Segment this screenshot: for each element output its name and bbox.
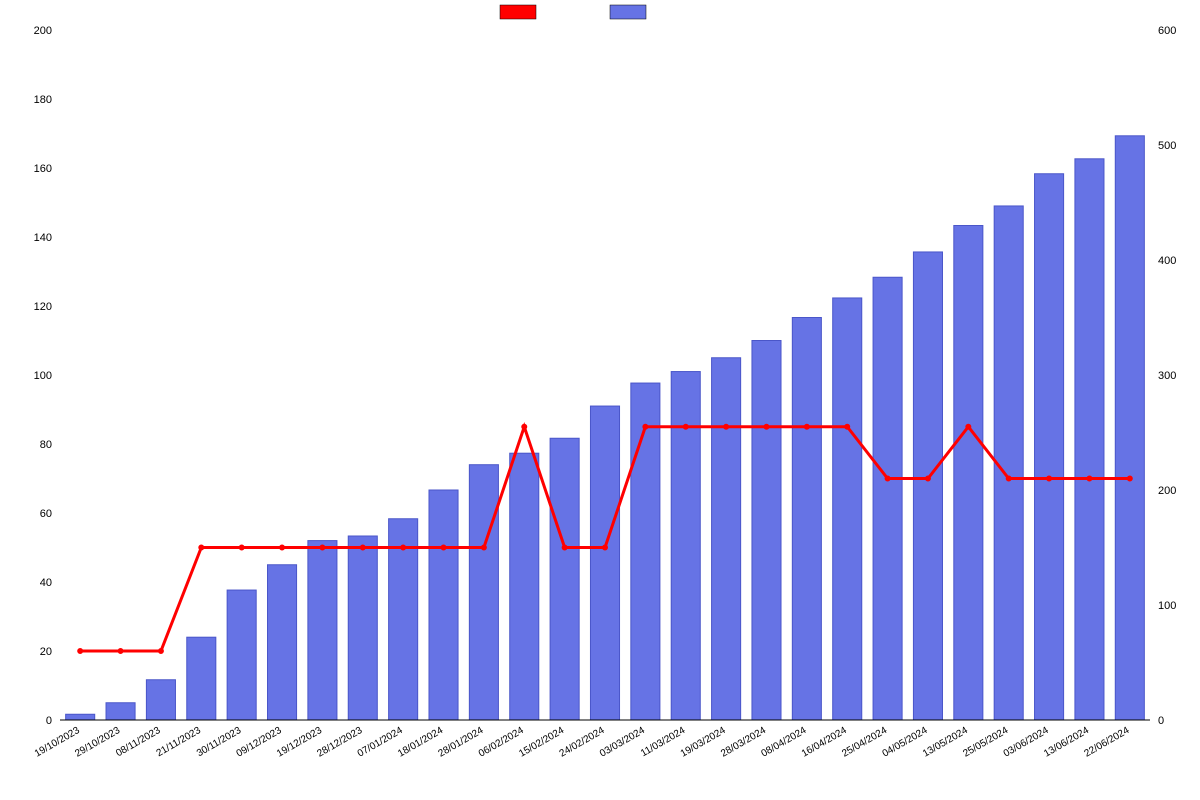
line-marker [764, 424, 769, 429]
left-tick-label: 180 [34, 94, 52, 106]
bar [590, 406, 619, 720]
line-marker [1047, 476, 1052, 481]
bar [913, 252, 942, 720]
line-marker [925, 476, 930, 481]
x-tick-label: 03/03/2024 [598, 725, 647, 760]
line-marker [845, 424, 850, 429]
bar [712, 358, 741, 720]
bar [631, 383, 660, 720]
line-marker [360, 545, 365, 550]
line-marker [239, 545, 244, 550]
right-tick-label: 200 [1158, 485, 1176, 497]
line-marker [158, 649, 163, 654]
bar [146, 680, 175, 720]
line-marker [804, 424, 809, 429]
bar [187, 637, 216, 720]
left-tick-label: 40 [40, 577, 52, 589]
line-marker [885, 476, 890, 481]
bar [873, 277, 902, 720]
left-tick-label: 0 [46, 715, 52, 727]
line-marker [441, 545, 446, 550]
bar [227, 590, 256, 720]
right-tick-label: 100 [1158, 600, 1176, 612]
line-marker [603, 545, 608, 550]
line-marker [280, 545, 285, 550]
legend-swatch [610, 5, 646, 19]
bar [752, 341, 781, 721]
line-marker [401, 545, 406, 550]
right-tick-label: 600 [1158, 25, 1176, 37]
line-marker [118, 649, 123, 654]
left-tick-label: 120 [34, 301, 52, 313]
line-marker [1006, 476, 1011, 481]
line-marker [1127, 476, 1132, 481]
left-axis: 0 20 40 60 80 100 120 140 160 180 200 [34, 25, 52, 727]
line-marker [643, 424, 648, 429]
bar [348, 536, 377, 720]
bar [66, 714, 95, 720]
bar [550, 438, 579, 720]
bar [954, 226, 983, 721]
bar [994, 206, 1023, 720]
bar-series [66, 136, 1145, 720]
bar [106, 703, 135, 720]
x-tick-label: 08/11/2023 [114, 725, 163, 759]
legend [500, 5, 646, 19]
bar [268, 565, 297, 720]
line-marker [199, 545, 204, 550]
line-marker [78, 649, 83, 654]
line-marker [481, 545, 486, 550]
bar [792, 318, 821, 721]
bar [1035, 174, 1064, 720]
line-marker [966, 424, 971, 429]
line-marker [562, 545, 567, 550]
left-tick-label: 100 [34, 370, 52, 382]
line-marker [683, 424, 688, 429]
x-tick-label: 21/11/2023 [155, 725, 204, 759]
bar [1075, 159, 1104, 720]
right-tick-label: 0 [1158, 715, 1164, 727]
left-tick-label: 60 [40, 508, 52, 520]
right-tick-label: 500 [1158, 140, 1176, 152]
x-tick-label: 22/06/2024 [1082, 725, 1131, 760]
legend-swatch [500, 5, 536, 19]
bar [429, 490, 458, 720]
left-tick-label: 80 [40, 439, 52, 451]
left-tick-label: 140 [34, 232, 52, 244]
left-tick-label: 160 [34, 163, 52, 175]
bar [1115, 136, 1144, 720]
left-tick-label: 200 [34, 25, 52, 37]
left-tick-label: 20 [40, 646, 52, 658]
right-tick-label: 300 [1158, 370, 1176, 382]
line-marker [522, 424, 527, 429]
bar [510, 453, 539, 720]
x-axis: 19/10/202329/10/202308/11/202321/11/2023… [33, 725, 1132, 760]
bar [833, 298, 862, 720]
line-marker [1087, 476, 1092, 481]
right-axis: 0 100 200 300 400 500 600 [1158, 25, 1176, 727]
bar [469, 465, 498, 720]
line-marker [724, 424, 729, 429]
combo-chart: 0 20 40 60 80 100 120 140 160 180 200 0 100 200 300 400… [0, 0, 1200, 800]
right-tick-label: 400 [1158, 255, 1176, 267]
bar [308, 541, 337, 720]
line-marker [320, 545, 325, 550]
x-tick-label: 29/10/2023 [73, 725, 122, 760]
